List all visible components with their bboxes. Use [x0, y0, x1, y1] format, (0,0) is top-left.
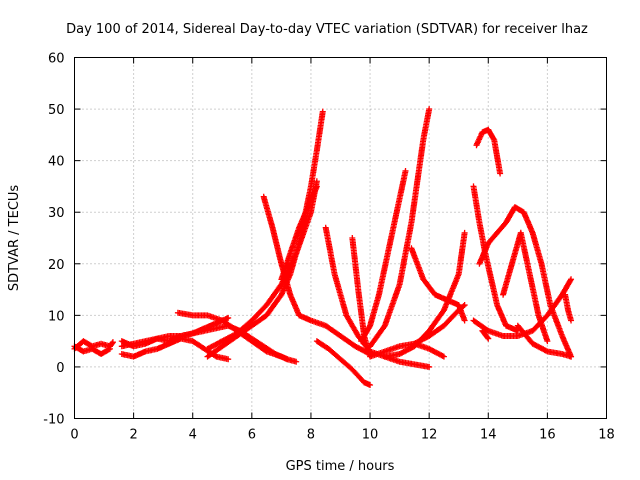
x-tick-label: 10 [362, 428, 379, 443]
y-tick-label: 50 [48, 103, 65, 118]
y-tick-label: 0 [56, 361, 64, 376]
series-arc-8 [204, 178, 320, 352]
grid [74, 57, 607, 419]
axis-ticks [74, 57, 607, 419]
x-tick-label: 0 [70, 428, 78, 443]
series-arc-10 [278, 183, 320, 283]
series-arc-9 [260, 193, 374, 358]
data-point [473, 126, 504, 177]
y-axis-label: SDTVAR / TECUs [7, 185, 22, 292]
y-tick-label: 60 [48, 52, 65, 67]
data-point [470, 183, 521, 334]
x-tick-label: 2 [129, 428, 137, 443]
data-point [313, 338, 374, 388]
series-arc-25 [562, 291, 575, 324]
x-tick-label: 6 [248, 428, 256, 443]
x-tick-label: 14 [480, 428, 497, 443]
data-point [367, 106, 433, 350]
series-arc-26 [479, 327, 492, 342]
data-point [118, 314, 232, 350]
series-arc-24 [514, 322, 575, 360]
series-arc-13 [349, 235, 447, 360]
series-arc-18 [411, 302, 468, 347]
x-tick-label: 12 [421, 428, 438, 443]
plot-frame [74, 57, 607, 419]
data-point [411, 302, 468, 347]
x-tick-label: 16 [539, 428, 556, 443]
series-arc-14 [358, 167, 409, 345]
x-tick-labels: 0 2 4 6 8 10 12 14 16 18 [70, 428, 614, 443]
data-point [349, 235, 447, 360]
series-arc-20 [470, 183, 521, 334]
y-tick-label: 30 [48, 206, 65, 221]
y-tick-labels: -10 0 10 20 30 40 50 60 [43, 52, 64, 428]
series-arc-5 [118, 314, 232, 350]
y-tick-label: 40 [48, 155, 65, 170]
series-arc-12 [313, 338, 374, 388]
x-tick-label: 8 [307, 428, 315, 443]
chart-title: Day 100 of 2014, Sidereal Day-to-day VTE… [66, 22, 588, 37]
y-tick-label: 20 [48, 258, 65, 273]
data-point [479, 327, 492, 342]
data-point [204, 178, 320, 352]
series-arc-15 [367, 106, 433, 350]
data-point [260, 193, 374, 358]
series-arc-19 [473, 126, 504, 177]
data-point [514, 322, 575, 360]
y-tick-label: -10 [43, 413, 64, 428]
data-layer [71, 106, 575, 388]
x-tick-label: 4 [189, 428, 197, 443]
data-point [562, 291, 575, 324]
data-point [278, 183, 320, 283]
y-tick-label: 10 [48, 309, 65, 324]
x-axis-label: GPS time / hours [286, 459, 395, 474]
x-tick-label: 18 [598, 428, 615, 443]
data-point [358, 167, 409, 345]
